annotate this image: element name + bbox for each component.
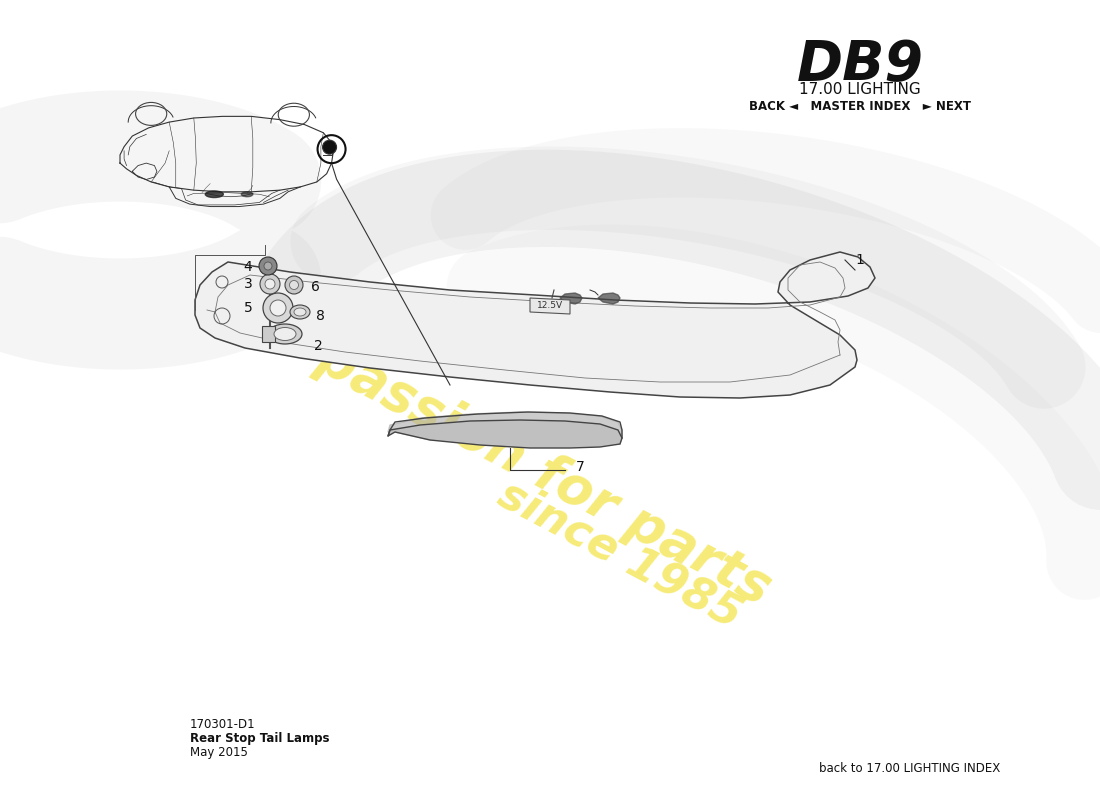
Polygon shape	[530, 298, 570, 314]
Text: 2: 2	[314, 339, 322, 353]
Circle shape	[322, 140, 337, 154]
Circle shape	[270, 300, 286, 316]
Text: 5: 5	[243, 301, 252, 315]
Circle shape	[260, 274, 280, 294]
Text: 7: 7	[575, 460, 584, 474]
Text: back to 17.00 LIGHTING INDEX: back to 17.00 LIGHTING INDEX	[820, 762, 1001, 775]
Circle shape	[285, 276, 303, 294]
Text: BACK ◄   MASTER INDEX   ► NEXT: BACK ◄ MASTER INDEX ► NEXT	[749, 100, 971, 113]
Ellipse shape	[268, 324, 302, 344]
Ellipse shape	[241, 192, 253, 197]
Text: 4: 4	[243, 260, 252, 274]
Text: 1: 1	[856, 253, 865, 267]
Polygon shape	[560, 293, 582, 304]
Circle shape	[263, 293, 293, 323]
Text: May 2015: May 2015	[190, 746, 248, 759]
Text: 17.00 LIGHTING: 17.00 LIGHTING	[799, 82, 921, 97]
Text: Rear Stop Tail Lamps: Rear Stop Tail Lamps	[190, 732, 330, 745]
Polygon shape	[388, 412, 621, 444]
Text: a passion for parts: a passion for parts	[261, 306, 780, 614]
Polygon shape	[262, 326, 275, 342]
Polygon shape	[388, 420, 621, 448]
Text: DB9: DB9	[796, 38, 924, 92]
Text: 3: 3	[243, 277, 252, 291]
Text: 8: 8	[316, 309, 324, 323]
Ellipse shape	[294, 308, 306, 316]
Ellipse shape	[290, 305, 310, 319]
Circle shape	[265, 279, 275, 289]
Circle shape	[289, 281, 298, 290]
Text: 170301-D1: 170301-D1	[190, 718, 255, 731]
Polygon shape	[195, 252, 874, 398]
Polygon shape	[598, 293, 620, 304]
Circle shape	[258, 257, 277, 275]
Text: 6: 6	[310, 280, 319, 294]
Text: since 1985: since 1985	[491, 473, 749, 638]
Ellipse shape	[274, 327, 296, 341]
Circle shape	[264, 262, 272, 270]
Ellipse shape	[206, 191, 223, 198]
Text: 12.5V: 12.5V	[537, 302, 563, 310]
